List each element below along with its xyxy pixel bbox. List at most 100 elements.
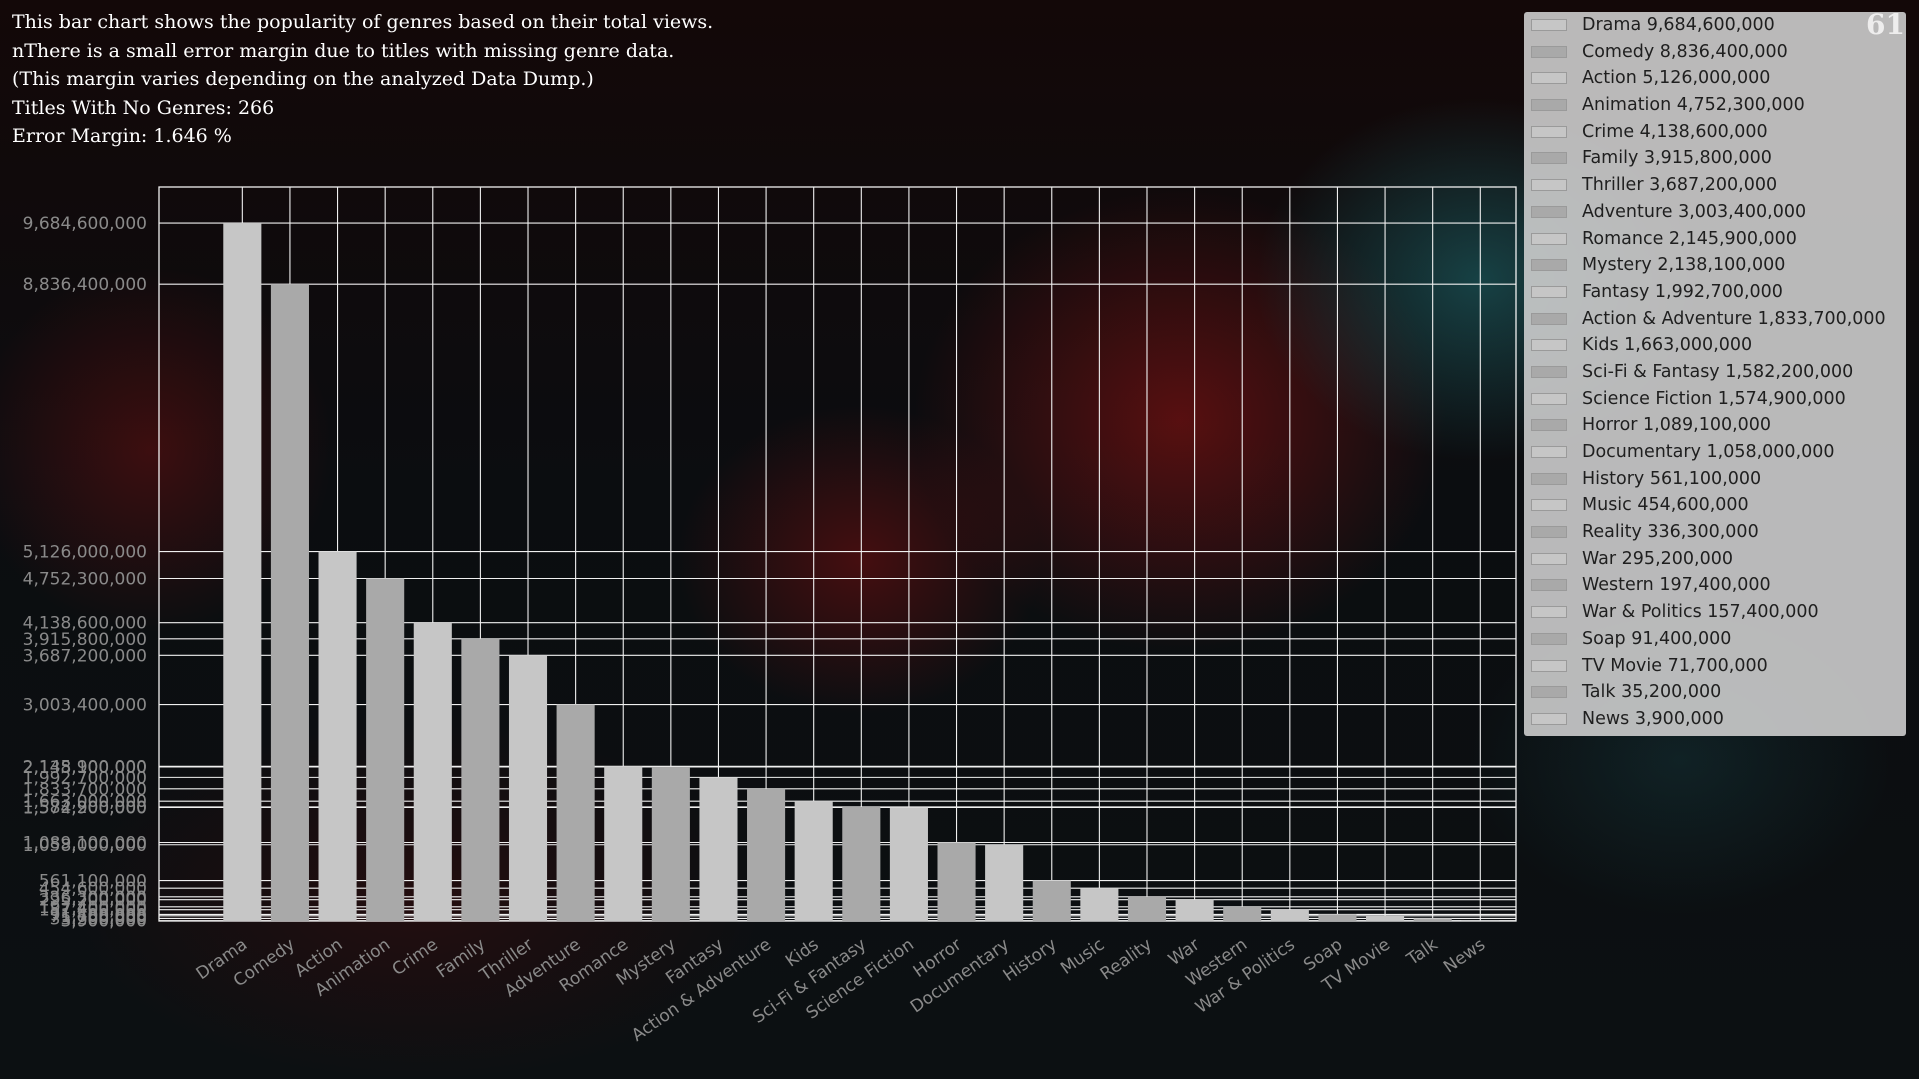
legend-item: Sci-Fi & Fantasy 1,582,200,000 (1524, 360, 1906, 387)
legend-item: Fantasy 1,992,700,000 (1524, 280, 1906, 307)
legend-item: Horror 1,089,100,000 (1524, 413, 1906, 440)
legend-item: Science Fiction 1,574,900,000 (1524, 387, 1906, 414)
legend-swatch (1531, 312, 1567, 325)
y-tick-label: 3,915,800,000 (23, 630, 147, 650)
legend-swatch (1531, 232, 1567, 245)
titles-no-genres-text: Titles With No Genres: 266 (12, 96, 275, 119)
legend-swatch (1531, 659, 1567, 672)
plot-frame (158, 186, 1517, 922)
y-tick-label: 1,058,000,000 (23, 836, 147, 856)
bar (604, 766, 643, 921)
legend-swatch (1531, 19, 1567, 31)
legend-label: War & Politics 157,400,000 (1582, 602, 1819, 623)
legend-label: Thriller 3,687,200,000 (1582, 175, 1778, 196)
legend-item: News 3,900,000 (1524, 707, 1906, 734)
y-tick-label: 3,687,200,000 (23, 646, 147, 666)
legend-item: Reality 336,300,000 (1524, 520, 1906, 547)
legend-swatch (1531, 552, 1567, 565)
legend-label: Adventure 3,003,400,000 (1582, 201, 1807, 222)
x-tick-label: News (1440, 935, 1489, 978)
bar (1413, 918, 1452, 921)
legend-swatch (1531, 472, 1567, 485)
y-tick-label: 9,684,600,000 (23, 214, 147, 234)
legend-item: Kids 1,663,000,000 (1524, 333, 1906, 360)
legend-label: War 295,200,000 (1582, 548, 1733, 569)
legend-label: Science Fiction 1,574,900,000 (1582, 388, 1846, 409)
x-tick-label: Reality (1097, 935, 1156, 985)
bar (461, 638, 500, 921)
y-tick-label: 3,900,000 (60, 912, 147, 932)
legend-item: TV Movie 71,700,000 (1524, 654, 1906, 681)
legend-item: Crime 4,138,600,000 (1524, 120, 1906, 147)
legend-item: History 561,100,000 (1524, 467, 1906, 494)
chart-legend: Drama 9,684,600,000 Comedy 8,836,400,000 A… (1524, 12, 1906, 736)
y-tick-label: 197,400,000 (39, 898, 147, 918)
legend-label: Reality 336,300,000 (1582, 522, 1759, 543)
legend-item: War & Politics 157,400,000 (1524, 600, 1906, 627)
bar (1175, 899, 1214, 921)
bar (413, 622, 452, 921)
error-margin-text: Error Margin: 1.646 % (12, 125, 232, 147)
legend-swatch (1531, 205, 1567, 218)
y-tick-label: 8,836,400,000 (23, 275, 147, 295)
bar (1080, 888, 1119, 921)
legend-item: War 295,200,000 (1524, 547, 1906, 574)
y-tick-label: 157,400,000 (39, 901, 147, 921)
legend-item: Talk 35,200,000 (1524, 680, 1906, 707)
legend-label: Romance 2,145,900,000 (1582, 228, 1797, 249)
bar (937, 842, 976, 921)
y-tick-label: 2,138,100,000 (23, 758, 147, 778)
legend-label: TV Movie 71,700,000 (1582, 655, 1768, 676)
x-tick-label: Crime (389, 935, 442, 980)
x-tick-label: History (1000, 935, 1061, 986)
legend-swatch (1531, 712, 1567, 725)
legend-label: Action & Adventure 1,833,700,000 (1582, 308, 1886, 329)
chart-description: This bar chart shows the popularity of g… (12, 8, 713, 151)
legend-swatch (1531, 72, 1567, 85)
description-line: This bar chart shows the popularity of g… (12, 11, 714, 33)
legend-label: Drama 9,684,600,000 (1582, 15, 1775, 35)
y-tick-label: 1,663,000,000 (23, 792, 147, 812)
y-tick-label: 1,833,700,000 (23, 780, 147, 800)
legend-label: Western 197,400,000 (1582, 575, 1771, 596)
bar (1318, 914, 1357, 921)
legend-swatch (1531, 259, 1567, 272)
description-line: (This margin varies depending on the ana… (12, 68, 594, 90)
legend-swatch (1531, 125, 1567, 138)
legend-swatch (1531, 365, 1567, 378)
bar (366, 578, 405, 921)
legend-swatch (1531, 45, 1567, 58)
bar (1127, 896, 1167, 921)
bar (270, 284, 309, 922)
bar (318, 551, 357, 921)
legend-item: Action & Adventure 1,833,700,000 (1524, 307, 1906, 334)
legend-label: Action 5,126,000,000 (1582, 68, 1771, 89)
legend-swatch (1531, 99, 1567, 112)
y-tick-label: 1,582,200,000 (23, 798, 147, 818)
legend-label: Talk 35,200,000 (1582, 682, 1722, 703)
legend-item: Animation 4,752,300,000 (1524, 93, 1906, 120)
legend-item: Comedy 8,836,400,000 (1524, 40, 1906, 67)
y-tick-label: 336,300,000 (39, 888, 147, 908)
bar (794, 801, 833, 921)
bar (985, 844, 1024, 921)
legend-label: Documentary 1,058,000,000 (1582, 442, 1835, 462)
legend-swatch (1531, 606, 1567, 619)
y-tick-label: 1,574,900,000 (23, 798, 147, 818)
legend-label: Mystery 2,138,100,000 (1582, 255, 1786, 276)
legend-swatch (1531, 632, 1567, 645)
bar (223, 223, 262, 921)
y-tick-label: 91,400,000 (50, 905, 147, 925)
y-tick-label: 1,089,100,000 (23, 834, 147, 854)
legend-item: Soap 91,400,000 (1524, 627, 1906, 654)
legend-item: Western 197,400,000 (1524, 573, 1906, 600)
legend-label: Family 3,915,800,000 (1582, 148, 1772, 169)
legend-item: Family 3,915,800,000 (1524, 146, 1906, 173)
y-tick-label: 5,126,000,000 (23, 543, 147, 563)
legend-label: Soap 91,400,000 (1582, 628, 1732, 649)
y-tick-label: 2,145,900,000 (23, 757, 147, 777)
legend-label: History 561,100,000 (1582, 468, 1762, 489)
legend-swatch (1531, 285, 1567, 298)
y-tick-label: 3,003,400,000 (23, 696, 147, 716)
y-tick-label: 35,200,000 (50, 909, 147, 929)
